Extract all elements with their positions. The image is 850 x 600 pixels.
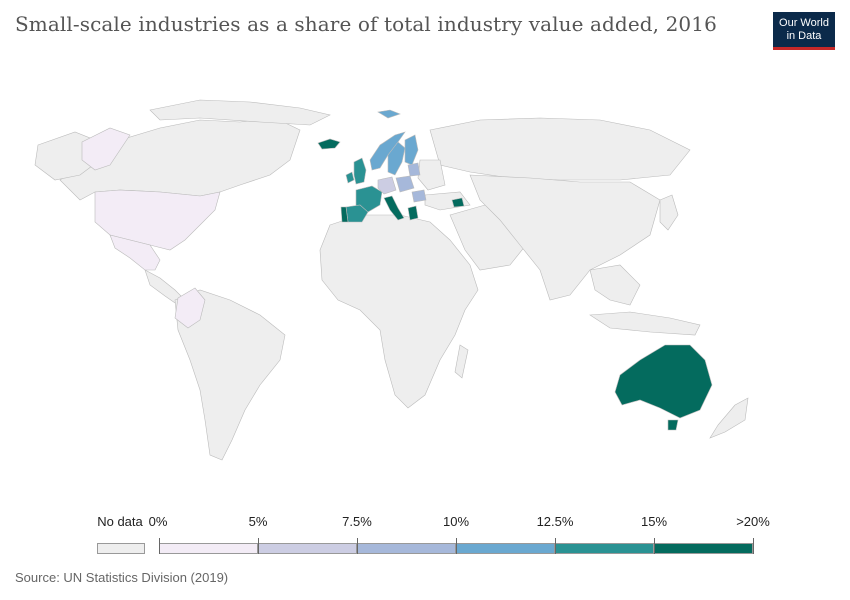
owid-logo[interactable]: Our World in Data bbox=[773, 12, 835, 50]
region-eastern-europe[interactable] bbox=[417, 159, 446, 191]
legend-label-2: 7.5% bbox=[342, 514, 372, 529]
region-colombia[interactable] bbox=[174, 287, 206, 329]
region-georgia[interactable] bbox=[451, 197, 465, 208]
region-arctic-islands[interactable] bbox=[149, 99, 331, 126]
region-madagascar[interactable] bbox=[454, 344, 469, 379]
legend-swatch-2[interactable] bbox=[357, 543, 456, 554]
region-australia[interactable] bbox=[614, 344, 713, 419]
legend-tick-end bbox=[753, 538, 754, 554]
region-tasmania[interactable] bbox=[667, 419, 679, 431]
region-sweden[interactable] bbox=[387, 141, 406, 176]
region-russia[interactable] bbox=[429, 117, 691, 181]
region-romania[interactable] bbox=[411, 189, 427, 203]
legend-tick-0 bbox=[159, 538, 160, 554]
page-title: Small-scale industries as a share of tot… bbox=[15, 12, 717, 36]
legend-swatch-4[interactable] bbox=[555, 543, 654, 554]
region-iceland[interactable] bbox=[317, 138, 341, 150]
legend-tick-3 bbox=[456, 538, 457, 554]
region-italy[interactable] bbox=[383, 195, 405, 221]
legend-swatch-1[interactable] bbox=[258, 543, 357, 554]
source-note: Source: UN Statistics Division (2019) bbox=[15, 570, 229, 585]
region-svalbard[interactable] bbox=[377, 109, 401, 119]
legend-swatch-5[interactable] bbox=[654, 543, 753, 554]
region-japan[interactable] bbox=[659, 194, 679, 231]
region-greenland[interactable] bbox=[81, 127, 131, 171]
legend-tick-4 bbox=[555, 538, 556, 554]
world-map bbox=[0, 95, 850, 475]
legend-no-data-label: No data bbox=[97, 514, 143, 529]
legend-swatch-0[interactable] bbox=[159, 543, 258, 554]
legend-label-5: 15% bbox=[640, 514, 668, 529]
region-indonesia[interactable] bbox=[589, 311, 701, 336]
logo-line-1: Our World bbox=[779, 16, 829, 29]
legend-label-0: 0% bbox=[148, 514, 168, 529]
region-southeast-asia[interactable] bbox=[589, 264, 641, 306]
legend: No data 0% 5% 7.5% 10% 12.5% 15% >20% bbox=[90, 510, 770, 560]
region-turkey[interactable] bbox=[424, 191, 471, 211]
legend-no-data-swatch bbox=[97, 543, 145, 554]
region-mexico[interactable] bbox=[109, 234, 161, 271]
region-portugal[interactable] bbox=[340, 206, 349, 223]
legend-tick-1 bbox=[258, 538, 259, 554]
region-new-zealand[interactable] bbox=[709, 397, 749, 439]
legend-label-3: 10% bbox=[442, 514, 470, 529]
region-poland[interactable] bbox=[395, 175, 415, 193]
region-greece[interactable] bbox=[407, 205, 419, 221]
legend-swatch-3[interactable] bbox=[456, 543, 555, 554]
logo-line-2: in Data bbox=[786, 29, 822, 42]
region-united-kingdom[interactable] bbox=[353, 157, 367, 185]
legend-tick-5 bbox=[654, 538, 655, 554]
region-germany[interactable] bbox=[377, 176, 397, 195]
region-south-america[interactable] bbox=[174, 289, 286, 461]
region-ireland[interactable] bbox=[345, 171, 355, 184]
region-africa[interactable] bbox=[319, 214, 479, 409]
legend-label-end: >20% bbox=[736, 514, 770, 529]
legend-label-4: 12.5% bbox=[536, 514, 574, 529]
legend-tick-2 bbox=[357, 538, 358, 554]
region-finland[interactable] bbox=[404, 134, 419, 166]
region-baltics[interactable] bbox=[407, 162, 421, 177]
legend-label-1: 5% bbox=[248, 514, 268, 529]
